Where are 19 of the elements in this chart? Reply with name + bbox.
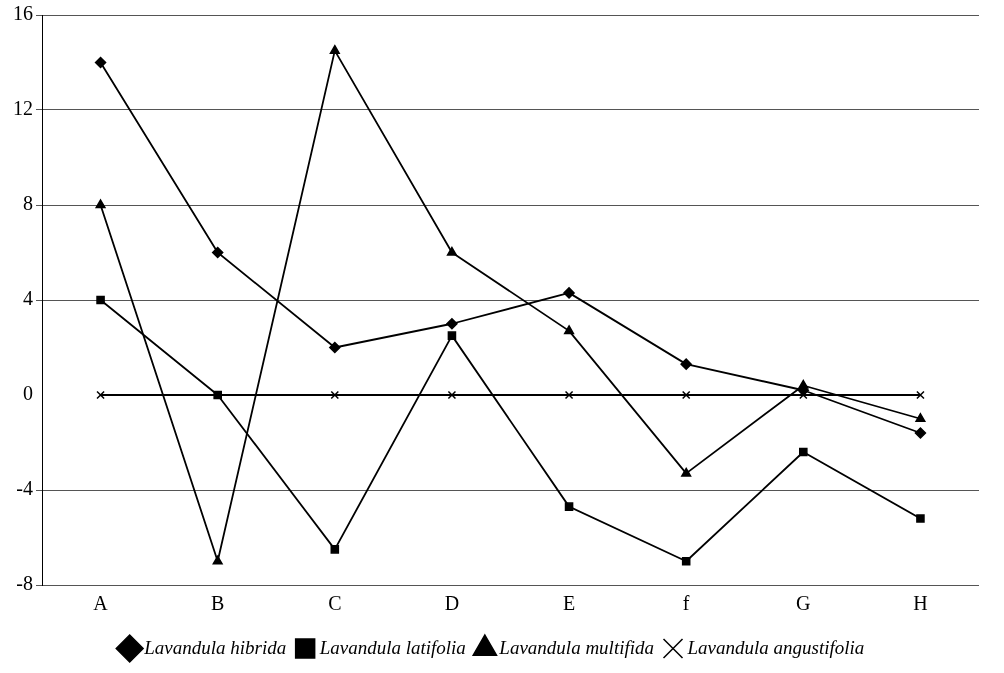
x-tick-label: D xyxy=(444,592,460,615)
y-tick-label: 16 xyxy=(13,2,33,25)
legend-label: Lavandula angustifolia xyxy=(686,636,865,658)
y-tick-label: 8 xyxy=(23,192,33,215)
x-tick-label: A xyxy=(93,592,109,615)
x-tick-label: H xyxy=(913,592,928,615)
y-tick-label: 12 xyxy=(13,97,33,120)
legend-label: Lavandula latifolia xyxy=(318,636,466,658)
y-tick-label: 4 xyxy=(23,287,33,310)
x-tick-label: f xyxy=(682,592,690,615)
x-tick-label: G xyxy=(796,592,811,615)
legend-label: Lavandula hibrida xyxy=(143,636,287,658)
y-tick-label: 0 xyxy=(23,382,33,405)
x-tick-label: C xyxy=(328,592,342,615)
y-tick-label: -8 xyxy=(16,572,33,595)
legend-label: Lavandula multifida xyxy=(498,636,655,658)
x-tick-label: B xyxy=(211,592,225,615)
x-tick-label: E xyxy=(562,592,576,615)
y-tick-label: -4 xyxy=(16,477,33,500)
